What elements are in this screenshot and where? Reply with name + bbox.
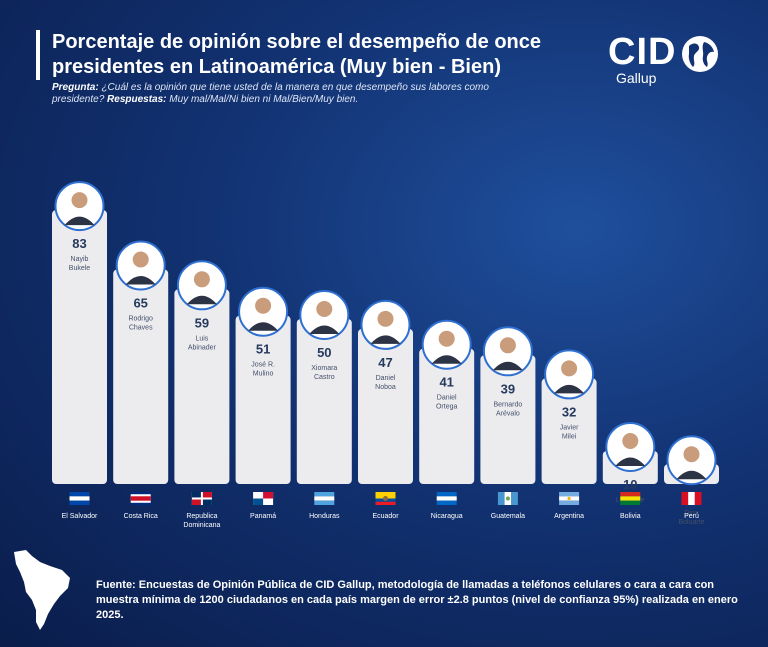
bar-name-label: Noboa [375, 384, 396, 391]
bar-value-label: 39 [501, 381, 515, 396]
bar-value-label: 59 [195, 315, 209, 330]
answers-label: Respuestas: [107, 94, 167, 105]
bar-name-label: Arévalo [496, 410, 520, 417]
x-tick-label: El Salvador [62, 513, 98, 520]
bar-value-label: 47 [378, 355, 392, 370]
survey-question: Pregunta: ¿Cuál es la opinión que tiene … [52, 82, 522, 106]
bar [52, 210, 107, 484]
bar-name-label: Mulino [253, 371, 274, 378]
logo-sub: Gallup [616, 70, 657, 86]
avatar-face [255, 297, 272, 314]
bar-name-label: Bukele [69, 265, 91, 272]
avatar-face [377, 310, 394, 327]
flag-peru-icon [681, 492, 702, 505]
avatar-face [193, 271, 210, 288]
bar-name-label: Chaves [129, 325, 153, 332]
avatar-shoulders [431, 355, 462, 364]
avatar-shoulders [309, 325, 340, 334]
page-title: Porcentaje de opinión sobre el desempeño… [52, 31, 542, 78]
avatar-shoulders [554, 384, 585, 394]
question-label: Pregunta: [52, 82, 99, 93]
bar [541, 378, 597, 484]
flag-ecuador-icon [375, 492, 396, 505]
flag-panama-icon [253, 492, 274, 505]
question-text: ¿Cuál es la opinión que tiene usted de l… [52, 82, 489, 105]
bar-name-label: Javier [560, 424, 579, 431]
bar [235, 315, 291, 484]
bar-value-label: 65 [133, 296, 147, 311]
globe-icon [682, 36, 718, 72]
flag-costa-rica-icon [130, 492, 151, 505]
bar [296, 319, 352, 484]
bar-value-label: 32 [562, 404, 576, 419]
bar-name-label: Daniel [376, 375, 396, 382]
x-tick-label: Honduras [309, 513, 340, 520]
bar-value-label: 10 [623, 477, 637, 492]
bar-name-label: Bernardo [494, 401, 523, 408]
bar [113, 269, 169, 484]
x-tick-label: Dominicana [183, 522, 220, 529]
bar [419, 348, 475, 484]
bar-name-label: José R. [251, 362, 275, 369]
bar-name-label: Ortega [436, 404, 458, 411]
avatar-shoulders [615, 457, 646, 466]
bar [174, 289, 230, 484]
bar-value-label: 51 [256, 342, 270, 357]
avatar-face [71, 192, 88, 209]
avatar-face [561, 360, 578, 377]
bar-value-label: 50 [317, 345, 331, 360]
bar-name-label: Abinader [188, 344, 217, 351]
x-tick-label: Panamá [250, 513, 276, 520]
bar-name-label: Castro [314, 374, 335, 381]
avatar-shoulders [370, 335, 401, 344]
x-tick-label: Republica [186, 513, 217, 520]
bar-value-label: 41 [439, 375, 453, 390]
bar [480, 355, 536, 484]
x-tick-label: Perú [684, 513, 699, 520]
flag-honduras-icon [314, 492, 335, 505]
avatar-shoulders [125, 276, 156, 285]
bar-name-label: Rodrigo [128, 316, 153, 323]
avatar-shoulders [248, 322, 279, 331]
x-tick-label: Costa Rica [124, 513, 158, 520]
flag-nicaragua-icon [436, 492, 457, 505]
source-note: Fuente: Encuestas de Opinión Pública de … [96, 579, 738, 621]
cid-gallup-logo: CID Gallup [608, 32, 738, 92]
bar-name-label: Daniel [437, 395, 457, 402]
bar-name-label: Xiomara [311, 365, 337, 372]
flag-dominican-republic-icon [191, 492, 212, 505]
bar-name-label: Dina [684, 510, 699, 517]
x-tick-label: Guatemala [491, 513, 525, 520]
avatar-shoulders [64, 216, 95, 226]
flag-guatemala-icon [497, 492, 518, 505]
avatar-face [683, 446, 700, 463]
bar [358, 328, 413, 484]
avatar-face [316, 301, 333, 317]
flag-argentina-icon [559, 492, 580, 505]
bar-name-label: Milei [562, 433, 577, 440]
x-tick-label: Argentina [554, 513, 584, 520]
avatar-shoulders [186, 295, 217, 305]
bar-name-label: Nayib [71, 256, 89, 263]
bar-name-label: Boluarte [678, 519, 704, 526]
avatar-face [438, 330, 455, 347]
x-tick-label: Ecuador [372, 513, 399, 520]
x-tick-label: Nicaragua [431, 513, 463, 520]
avatar-shoulders [492, 361, 523, 371]
avatar-shoulders [676, 470, 707, 480]
latin-america-map-icon [14, 550, 70, 630]
bar-name-label: Luis [195, 335, 208, 342]
logo-brand: CID [608, 31, 677, 73]
flag-el-salvador-icon [69, 492, 90, 505]
bar-value-label: 83 [72, 236, 86, 251]
answers-text: Muy mal/Mal/Ni bien ni Mal/Bien/Muy bien… [169, 94, 359, 105]
avatar-face [622, 433, 639, 449]
x-tick-label: Bolivia [620, 513, 641, 520]
flag-bolivia-icon [620, 492, 641, 505]
avatar-face [499, 337, 516, 354]
avatar-face [132, 251, 149, 268]
title-accent-bar [36, 30, 40, 80]
